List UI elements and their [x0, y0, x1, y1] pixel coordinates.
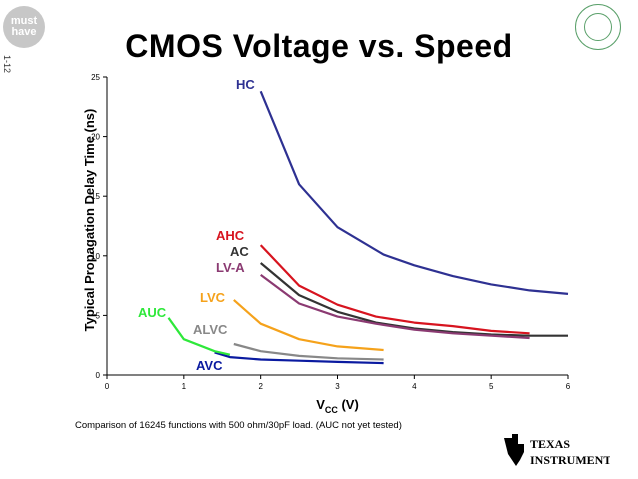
- badge-line2: have: [11, 26, 37, 38]
- x-tick-label: 1: [182, 382, 187, 391]
- must-have-badge: must have: [3, 6, 45, 48]
- chart-title: CMOS Voltage vs. Speed: [125, 28, 513, 64]
- y-axis-label: Typical Propagation Delay Time (ns): [82, 109, 97, 332]
- texas-instruments-logo: TEXAS INSTRUMENTS: [504, 434, 610, 467]
- series-label-hc: HC: [236, 77, 255, 92]
- series-line-alvc: [233, 342, 384, 361]
- series-label-ac: AC: [230, 244, 249, 259]
- series-line-auc: [167, 317, 231, 356]
- x-tick-label: 5: [489, 382, 494, 391]
- series-label-lvc: LVC: [200, 290, 226, 305]
- x-tick-label: 6: [566, 382, 571, 391]
- x-tick-label: 2: [258, 382, 263, 391]
- x-tick-label: 0: [105, 382, 110, 391]
- series-label-auc: AUC: [138, 305, 167, 320]
- y-tick-label: 15: [91, 192, 100, 201]
- y-tick-label: 5: [96, 311, 101, 320]
- x-tick-label: 3: [335, 382, 340, 391]
- logo-line1: TEXAS: [530, 437, 570, 451]
- series-label-ahc: AHC: [216, 228, 245, 243]
- ti-state-icon: [504, 434, 524, 466]
- y-tick-label: 0: [96, 371, 101, 380]
- series-line-lvc: [233, 299, 384, 352]
- series-label-alvc: ALVC: [193, 322, 228, 337]
- eco-seal-icon: [575, 4, 621, 50]
- series-line-hc: [259, 90, 569, 295]
- logo-line2: INSTRUMENTS: [530, 453, 610, 467]
- footnote: Comparison of 16245 functions with 500 o…: [75, 420, 402, 431]
- x-tick-label: 4: [412, 382, 417, 391]
- series-line-avc: [214, 351, 384, 365]
- series-line-ahc: [259, 244, 530, 335]
- x-axis-label: VCC (V): [316, 397, 359, 415]
- series-line-ac: [259, 262, 568, 337]
- badge-line1: must: [10, 15, 38, 27]
- y-tick-label: 25: [91, 73, 100, 82]
- y-tick-label: 10: [91, 252, 100, 261]
- series-line-lv-a: [260, 274, 530, 340]
- series-label-lv-a: LV-A: [216, 260, 245, 275]
- series-label-avc: AVC: [196, 358, 223, 373]
- y-tick-label: 20: [91, 133, 100, 142]
